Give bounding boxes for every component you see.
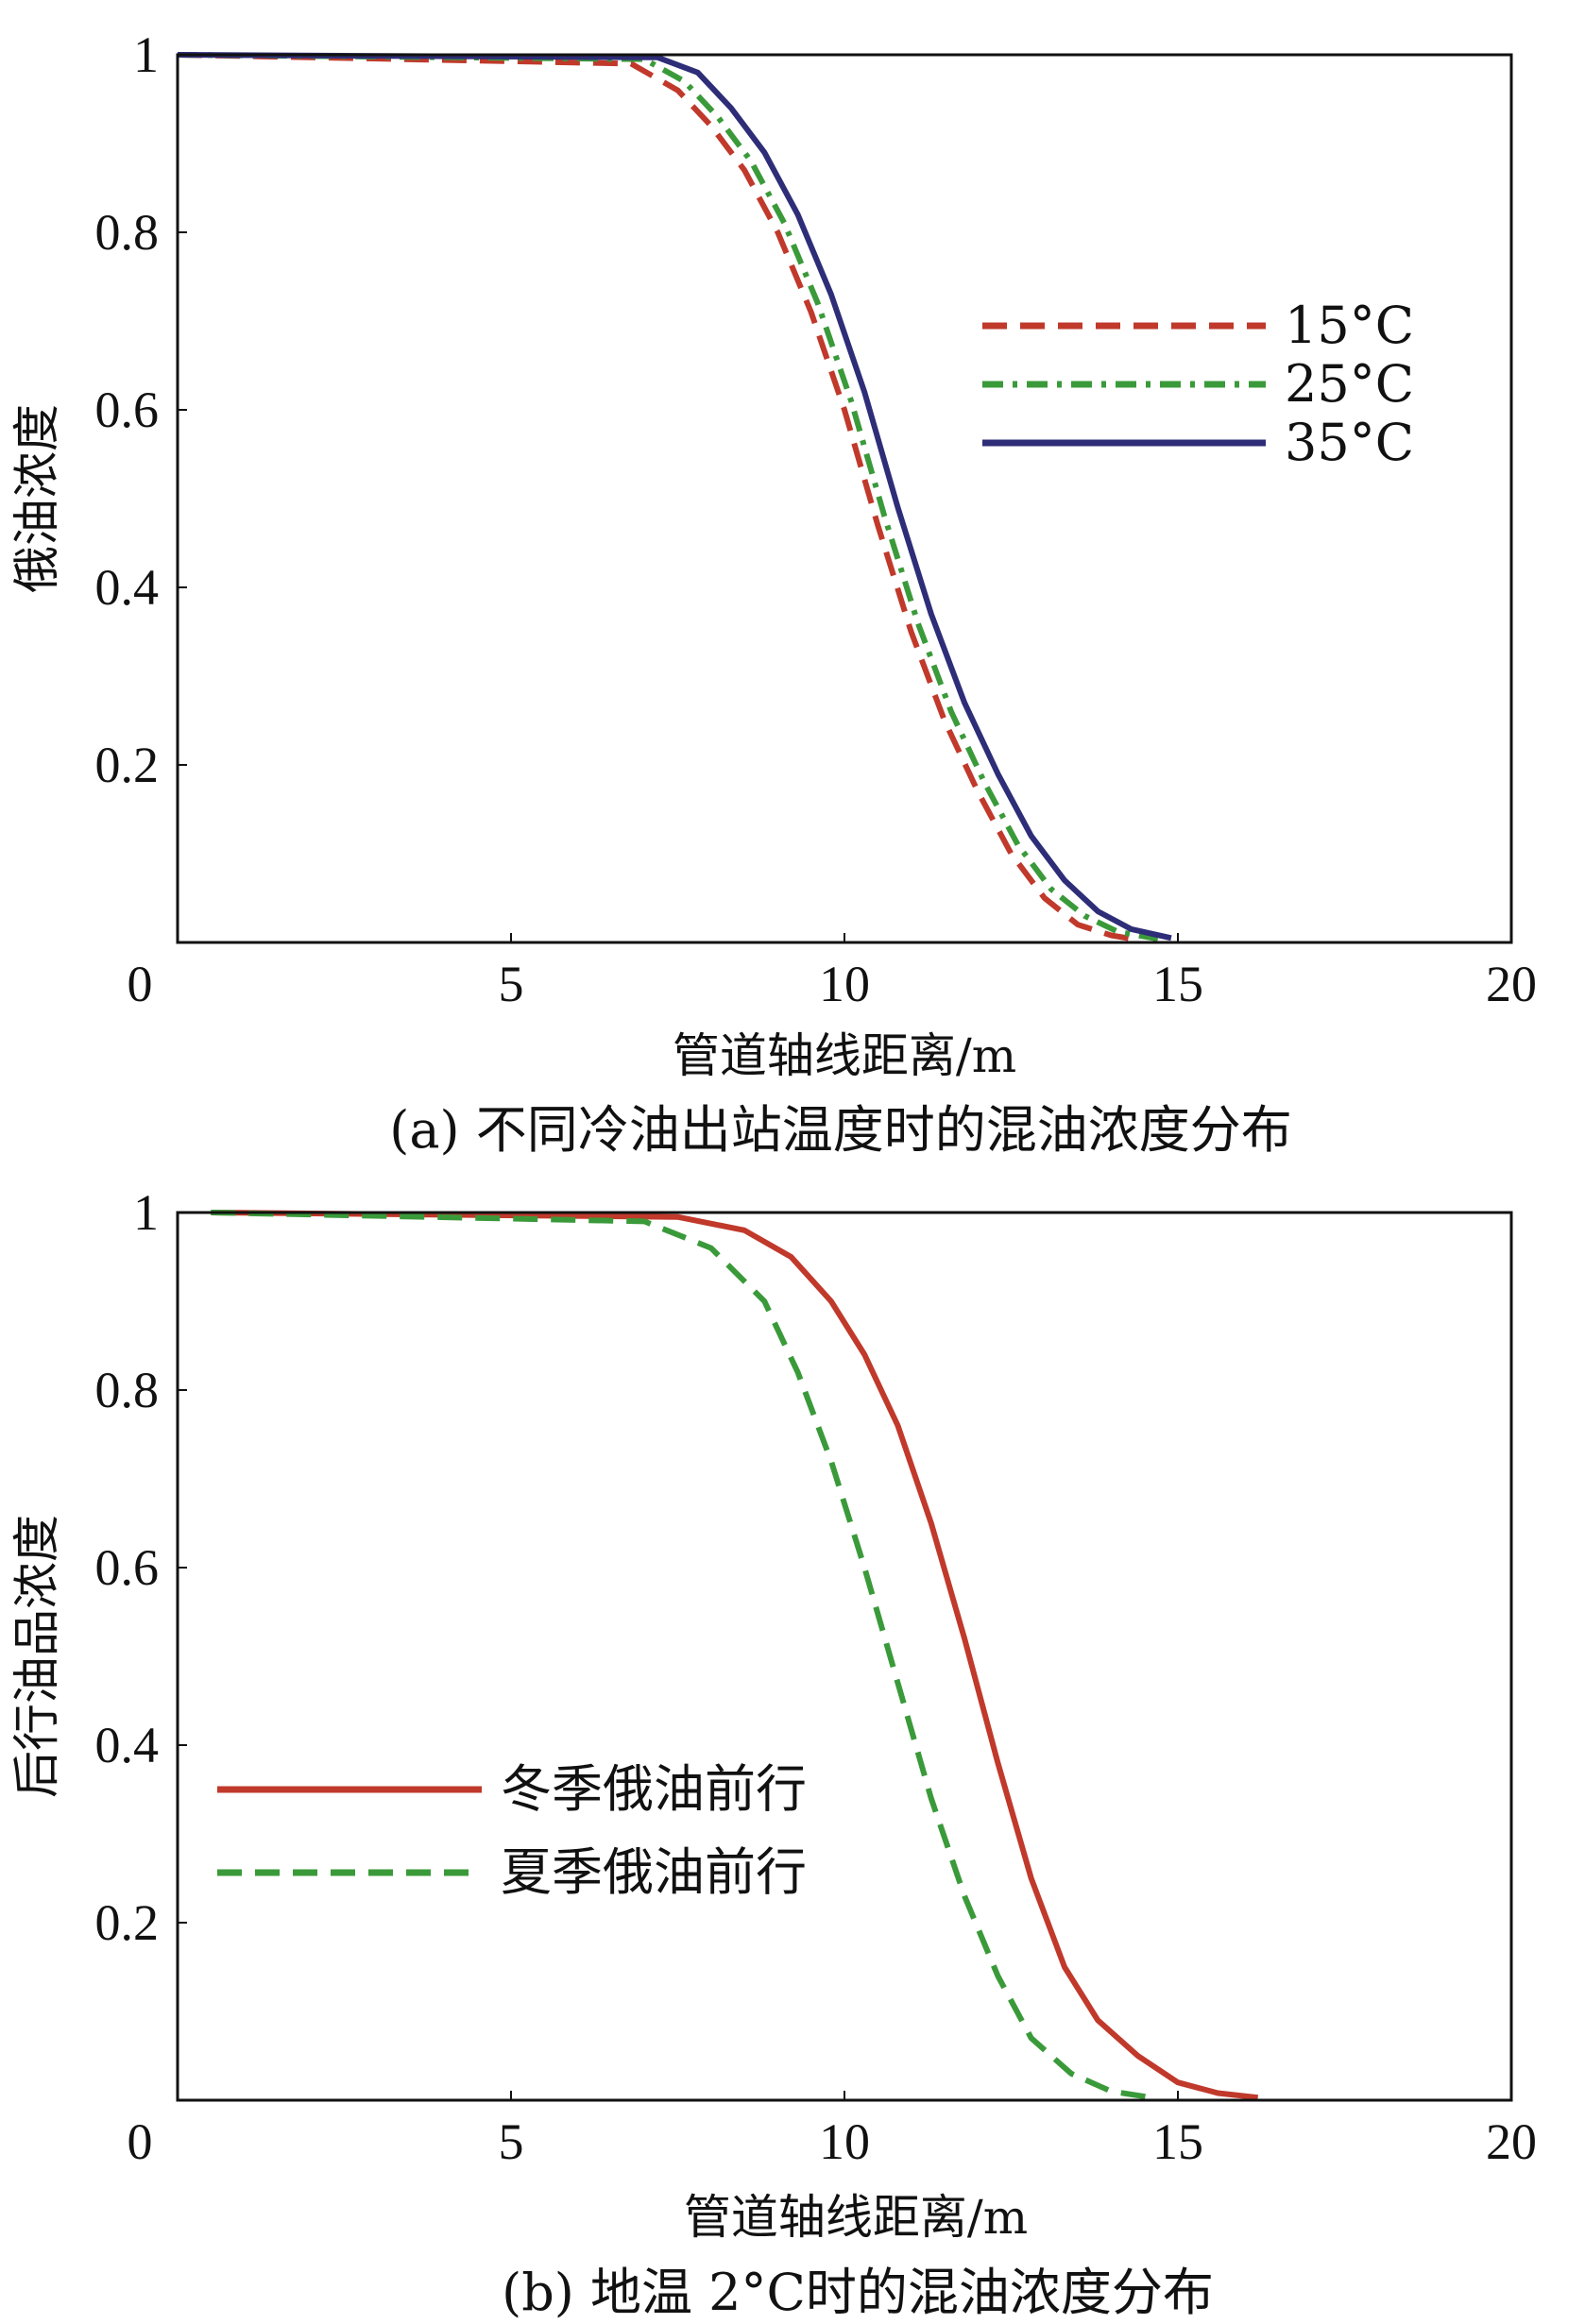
chart-b-y-tick-label: 1 <box>133 1184 159 1241</box>
chart-a-x-tick-label: 15 <box>1152 956 1203 1012</box>
chart-a-x-tick-label: 0 <box>128 956 153 1012</box>
chart-a-series-line-0 <box>177 52 1139 943</box>
chart-a-legend-label-0: 15°C <box>1285 296 1414 355</box>
chart-b-x-tick-label: 10 <box>819 2113 870 2170</box>
chart-a-series-line-2 <box>177 52 1172 941</box>
chart-b-series-line-0 <box>211 1210 1259 2101</box>
chart-b-legend-label-0: 冬季俄油前行 <box>501 1759 807 1819</box>
chart-b-series-line-1 <box>211 1210 1152 2101</box>
chart-a-x-tick-label: 5 <box>499 956 524 1012</box>
chart-b-y-axis-title: 后行油品浓度 <box>9 1515 64 1798</box>
chart-a-y-tick-label: 0.6 <box>95 382 160 438</box>
chart-b-y-tick-label: 0.4 <box>95 1717 160 1773</box>
chart-a-series <box>177 52 1172 943</box>
chart-b-x-tick-label: 0 <box>128 2113 153 2170</box>
chart-a-x-axis-title: 管道轴线距离/m <box>673 1028 1016 1083</box>
chart-b-x-tick-label: 5 <box>499 2113 524 2170</box>
chart-a-legend: 15°C25°C35°C <box>982 296 1414 472</box>
chart-a-legend-label-1: 25°C <box>1285 354 1414 414</box>
chart-b-caption: (b) 地温 2°C时的混油浓度分布 <box>502 2263 1214 2322</box>
chart-b-series <box>211 1210 1259 2101</box>
chart-a-y-axis-title: 俄油浓度 <box>9 404 64 593</box>
chart-b-legend-label-1: 夏季俄油前行 <box>501 1842 807 1902</box>
chart-a-y-tick-label: 0.2 <box>95 737 160 793</box>
chart-b-y-tick-label: 0.2 <box>95 1894 160 1951</box>
chart-b-x-axis-title: 管道轴线距离/m <box>684 2190 1028 2245</box>
chart-a-y-tick-label: 0.8 <box>95 204 160 261</box>
chart-a-caption: (a) 不同冷油出站温度时的混油浓度分布 <box>389 1100 1292 1160</box>
chart-a-x-tick-label: 10 <box>819 956 870 1012</box>
chart-a-series-line-1 <box>177 52 1159 942</box>
chart-a-x-tick-label: 20 <box>1486 956 1537 1012</box>
chart-b-y-tick-label: 0.8 <box>95 1362 160 1418</box>
chart-b-ticks: 0 5 10 15 20 0.2 0.4 0.6 0.8 1 <box>95 1184 1538 2170</box>
chart-b-y-tick-label: 0.6 <box>95 1539 160 1596</box>
chart-b-x-tick-label: 20 <box>1486 2113 1537 2170</box>
chart-a-y-tick-label: 1 <box>133 26 159 83</box>
chart-a-legend-label-2: 35°C <box>1285 413 1414 472</box>
chart-a-ticks: 0 5 10 15 20 0.2 0.4 0.6 0.8 1 <box>95 26 1538 1012</box>
chart-a: 0 5 10 15 20 0.2 0.4 0.6 0.8 1 15°C25°C35°C 管道轴线距… <box>9 26 1537 1160</box>
chart-b-x-tick-label: 15 <box>1152 2113 1203 2170</box>
chart-a-y-tick-label: 0.4 <box>95 559 160 616</box>
